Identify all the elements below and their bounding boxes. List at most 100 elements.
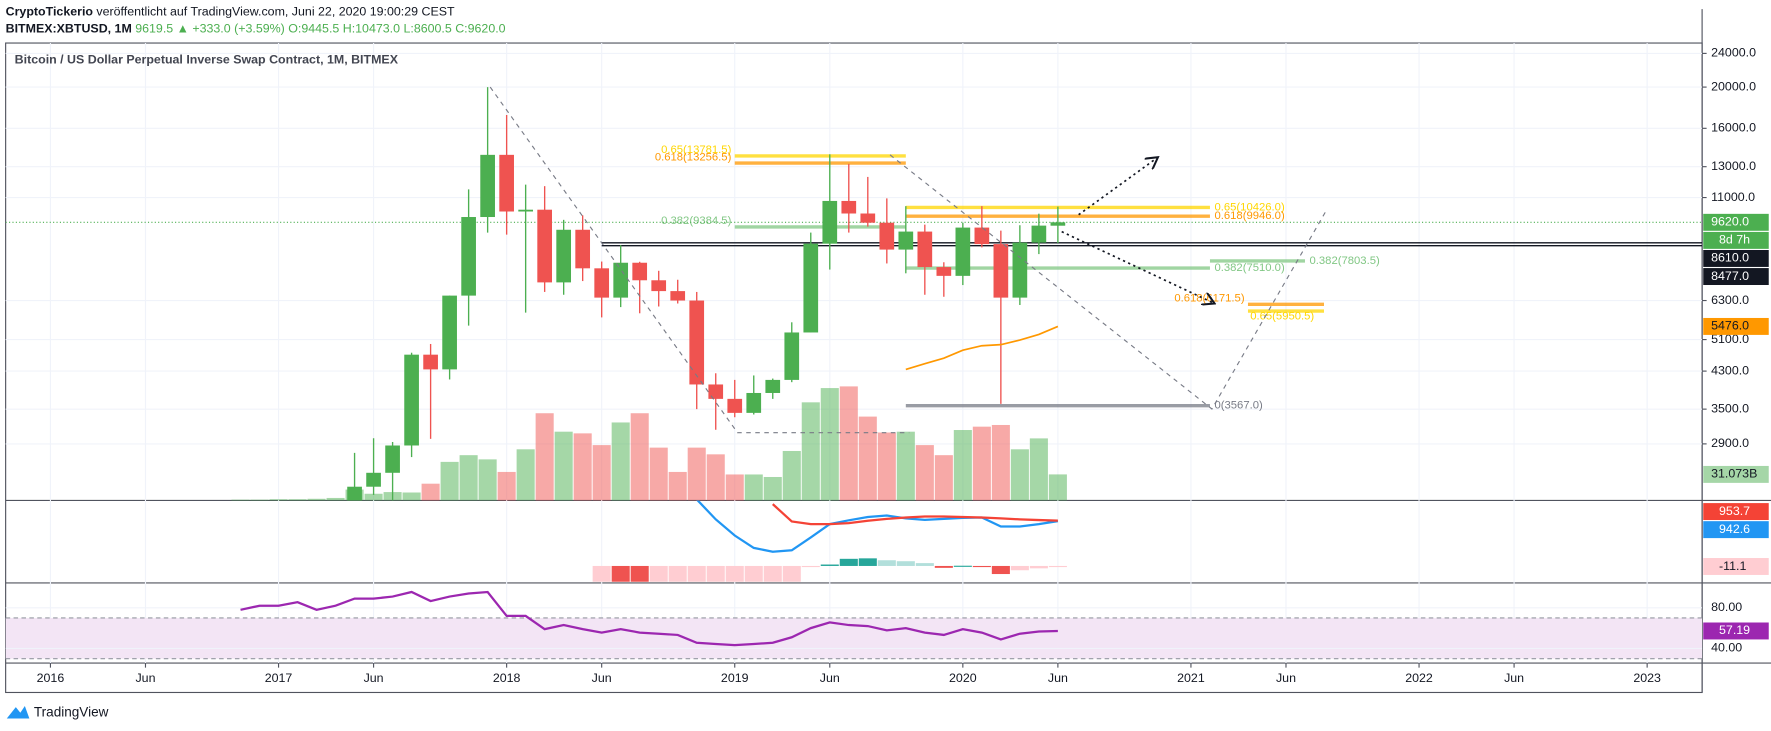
change: ▲ +333.0 (+3.59%) — [177, 22, 285, 36]
macd-histogram-bar — [630, 565, 649, 582]
volume-bar — [231, 499, 250, 501]
candle-body — [955, 227, 971, 276]
logo-icon — [6, 706, 30, 719]
candle-body — [1012, 242, 1028, 298]
macd-histogram-bar — [1029, 565, 1048, 569]
macd-histogram-bar — [649, 565, 668, 582]
macd-histogram-bar — [953, 565, 972, 567]
macd-histogram-bar — [668, 565, 687, 582]
candle-body — [765, 379, 781, 393]
ohlc-open: O:9445.5 — [288, 22, 339, 36]
volume-bar — [687, 447, 706, 501]
price-tag: 5476.0 — [1711, 319, 1749, 333]
y-tick-label: 4300.0 — [1711, 363, 1749, 377]
candle-body — [841, 200, 857, 214]
last: 9619.5 — [135, 22, 173, 36]
macd-histogram-bar — [763, 565, 782, 582]
rsi-band — [5, 617, 1703, 659]
fib-label: 0.65(5950.5) — [1250, 311, 1314, 323]
rsi-tag-bg — [1703, 622, 1769, 640]
y-tick-label: 13000.0 — [1711, 159, 1756, 173]
volume-tag: 31.073B — [1711, 467, 1757, 481]
y-tick-label: 16000.0 — [1711, 121, 1756, 135]
histogram-tag: -11.1 — [1719, 559, 1746, 573]
candle-body — [689, 300, 705, 385]
macd-histogram-bar — [820, 564, 839, 566]
x-tick-label: 2017 — [265, 671, 293, 685]
candle-body — [993, 244, 1009, 298]
volume-bar — [1048, 474, 1067, 501]
volume-bar — [839, 386, 858, 501]
frame — [5, 42, 1703, 694]
volume-bar — [915, 445, 934, 501]
countdown-bg — [1703, 231, 1769, 249]
brand: TradingView — [34, 704, 109, 719]
x-tick-label: Jun — [1504, 671, 1524, 685]
candle-body — [423, 354, 438, 370]
logo: TradingView — [6, 704, 109, 719]
volume-bar — [573, 433, 592, 501]
fib-label: 0.65(10426.0) — [1214, 201, 1284, 213]
volume-bar — [782, 450, 801, 501]
candle-body — [632, 262, 648, 281]
macd-tag: 942.6 — [1719, 522, 1750, 536]
x-tick-label: 2023 — [1633, 671, 1661, 685]
histogram-tag-bg — [1703, 558, 1769, 575]
x-tick-label: Jun — [592, 671, 612, 685]
candle-body — [727, 398, 743, 413]
volume-bar — [288, 499, 307, 501]
macd-histogram-bar — [1048, 565, 1067, 568]
price-tag-bg — [1703, 213, 1769, 231]
volume-bar — [611, 422, 630, 501]
candle-body — [670, 291, 686, 301]
macd-histogram-bar — [782, 565, 801, 582]
y-tick-label: 5100.0 — [1711, 332, 1749, 346]
arrow — [1078, 158, 1157, 216]
published: veröffentlicht auf TradingView.com, Juni… — [96, 5, 455, 19]
macd-histogram-bar — [839, 558, 858, 566]
volume-bar — [497, 471, 516, 501]
macd-histogram-bar — [858, 558, 877, 566]
y-tick-label: 6300.0 — [1711, 293, 1749, 307]
y-tick-label: 3500.0 — [1711, 401, 1749, 415]
macd-line — [696, 500, 1059, 553]
trend-line — [489, 86, 910, 434]
candle-body — [385, 445, 400, 473]
volume-bar — [250, 499, 269, 501]
volume-bar — [307, 498, 326, 501]
price-tag-bg — [1703, 317, 1769, 335]
x-tick-label: Jun — [820, 671, 840, 685]
macd-histogram-bar — [687, 565, 706, 582]
fib-label: 0.65(13781.5) — [661, 144, 731, 156]
volume-bar — [440, 461, 459, 501]
signal-tag: 953.7 — [1719, 504, 1750, 518]
y-tick-label: 11000.0 — [1711, 190, 1755, 204]
candle-body — [651, 280, 667, 292]
macd-histogram-bar — [801, 565, 820, 568]
volume-bar — [706, 454, 725, 501]
candle-body — [803, 243, 819, 333]
volume-bar — [326, 497, 345, 501]
x-tick-label: 2020 — [949, 671, 977, 685]
candle-body — [1031, 225, 1047, 243]
volume-bar — [668, 471, 687, 501]
macd-tag-bg — [1703, 521, 1769, 539]
volume-bar — [820, 388, 839, 501]
volume-bar — [269, 499, 288, 501]
volume-bar — [763, 476, 782, 501]
macd-histogram-bar — [877, 560, 896, 566]
macd-histogram-bar — [972, 565, 991, 568]
group — [5, 590, 1703, 660]
candle-body — [936, 267, 952, 276]
candle-body — [404, 354, 419, 446]
x-tick-label: 2018 — [493, 671, 521, 685]
volume-bar — [725, 474, 744, 501]
volume-bar — [858, 416, 877, 501]
header-line-2: BITMEX:XBTUSD, 1M 9619.5 ▲ +333.0 (+3.59… — [6, 22, 506, 36]
fib-label: 0.382(7803.5) — [1310, 255, 1380, 267]
signal-tag-bg — [1703, 503, 1769, 521]
y-tick-label: 2900.0 — [1711, 436, 1749, 450]
group — [592, 500, 1067, 582]
x-tick-label: Jun — [1048, 671, 1068, 685]
signal-line — [771, 503, 1058, 526]
